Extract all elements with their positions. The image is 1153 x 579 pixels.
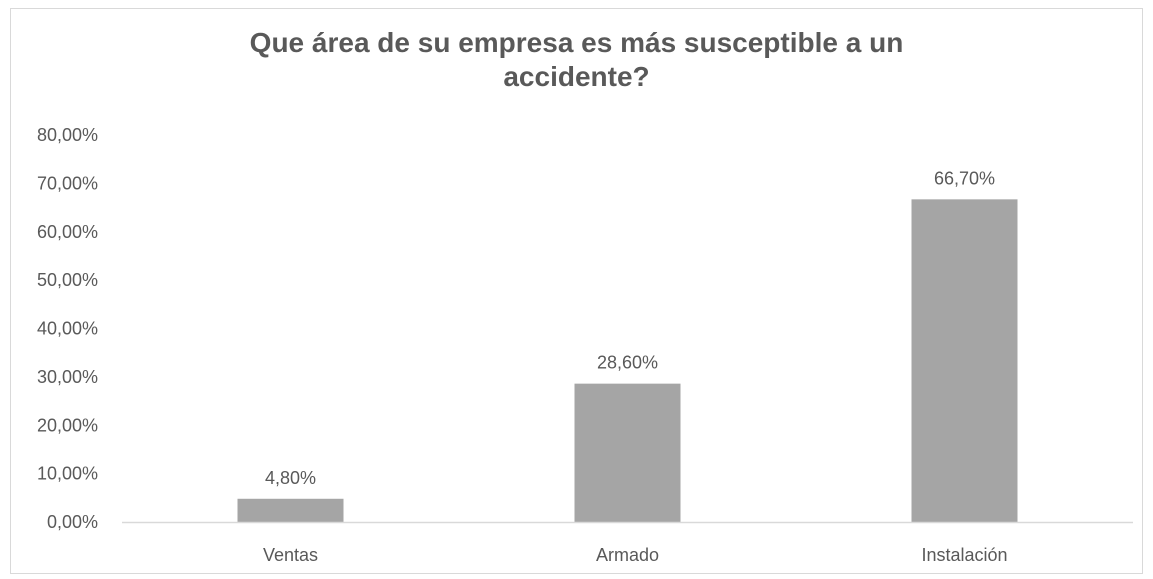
data-label: 4,80% <box>265 468 316 488</box>
data-label: 28,60% <box>597 353 658 373</box>
y-tick-label: 80,00% <box>37 125 98 145</box>
y-tick-label: 0,00% <box>47 512 98 532</box>
y-tick-label: 30,00% <box>37 367 98 387</box>
chart-title: Que área de su empresa es más susceptibl… <box>0 26 1153 94</box>
data-labels: 4,80% 28,60% 66,70% <box>265 168 995 487</box>
chart-title-line-1: Que área de su empresa es más susceptibl… <box>249 27 904 58</box>
y-tick-label: 70,00% <box>37 173 98 193</box>
x-category-label: Instalación <box>921 545 1007 565</box>
y-tick-label: 40,00% <box>37 319 98 339</box>
bars <box>237 199 1018 522</box>
bar-ventas <box>237 498 344 522</box>
x-category-label: Armado <box>596 545 659 565</box>
y-tick-label: 10,00% <box>37 464 98 484</box>
bar-armado <box>574 383 681 522</box>
x-category-label: Ventas <box>263 545 318 565</box>
chart-title-line-2: accidente? <box>503 61 650 92</box>
y-axis-ticks: 0,00% 10,00% 20,00% 30,00% 40,00% 50,00% 60,00… <box>37 125 98 532</box>
y-tick-label: 20,00% <box>37 415 98 435</box>
category-labels: Ventas Armado Instalación <box>263 545 1008 565</box>
y-tick-label: 60,00% <box>37 222 98 242</box>
data-label: 66,70% <box>934 168 995 188</box>
y-tick-label: 50,00% <box>37 270 98 290</box>
bar-instalación <box>911 199 1018 522</box>
